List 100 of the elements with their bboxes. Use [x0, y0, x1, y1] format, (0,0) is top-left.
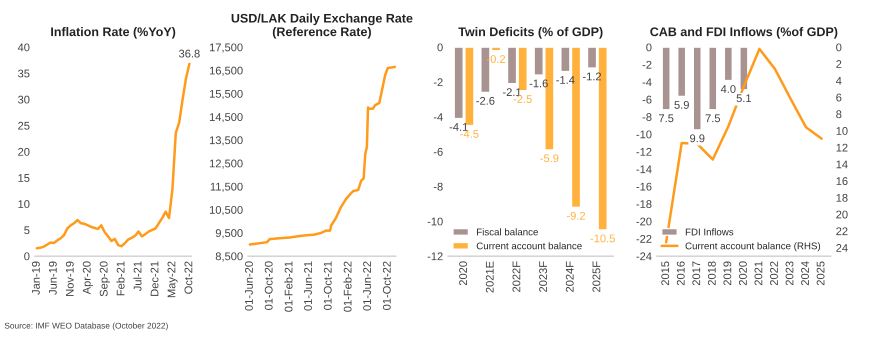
y-tick-label: 14,500 — [210, 113, 243, 122]
x-tick-label: 2023 — [786, 261, 794, 286]
data-label: -4.5 — [460, 130, 478, 138]
y-tick-label: 0 — [646, 43, 652, 52]
data-label: -10.5 — [590, 234, 615, 242]
y-tick-label: -12 — [428, 252, 443, 260]
line-series — [248, 66, 396, 246]
x-tick-label: May-22 — [168, 262, 178, 298]
x-tick-label: 2021 — [754, 262, 762, 286]
source-note: Source: IMF WEO Database (October 2022) — [4, 322, 168, 330]
chart-title: Twin Deficits (% of GDP) — [458, 27, 603, 39]
y-tick-label: -22 — [636, 234, 652, 243]
y-tick-label: 15 — [18, 174, 30, 182]
y-tick-label: 0 — [437, 43, 443, 52]
y-tick-label: 8,500 — [216, 252, 243, 262]
y-tick-label: 20 — [18, 148, 30, 156]
y2-tick-label: 24 — [836, 244, 848, 252]
y2-tick-label: 12 — [836, 144, 848, 152]
y-tick-label: 10,500 — [210, 206, 243, 216]
y-tick-label: -2 — [642, 60, 652, 69]
y-tick-label: -14 — [636, 165, 652, 174]
x-tick-label: 2025F — [592, 261, 600, 292]
y-tick-label: -10 — [636, 130, 652, 138]
bar — [662, 47, 671, 111]
x-tick-label: 01-Oct-20 — [264, 261, 273, 310]
data-label: 5.9 — [674, 100, 689, 109]
chart-title: USD/LAK Daily Exchange Rate (Reference Rate) — [232, 13, 412, 39]
data-label: -4.1 — [450, 123, 468, 131]
x-tick-label: 01-Feb-22 — [343, 262, 352, 312]
y2-tick-label: 2 — [836, 60, 842, 68]
y-tick-label: 11,500 — [210, 182, 243, 192]
y-tick-label: -8 — [434, 182, 443, 191]
y-tick-label: -10 — [428, 218, 443, 226]
x-tick-label: 2024 — [801, 261, 809, 286]
x-tick-label: Dec-21 — [150, 262, 158, 296]
y-tick-label: -18 — [636, 200, 652, 208]
y-tick-label: -4 — [434, 113, 443, 121]
x-tick-label: 01-Jun-21 — [304, 262, 312, 311]
data-label: -5.9 — [540, 154, 558, 162]
chart-title: CAB and FDI Inflows (%of GDP) — [650, 27, 838, 39]
data-label: 7.5 — [706, 114, 720, 122]
y-tick-label: 13,500 — [210, 136, 243, 146]
x-tick-label: 2020 — [738, 261, 747, 286]
x-tick-label: 2021E — [486, 261, 494, 293]
data-label: 4.0 — [720, 85, 736, 93]
y-tick-label: 0 — [24, 252, 30, 260]
x-tick-label: 2018 — [708, 261, 716, 286]
y-tick-label: 30 — [18, 96, 30, 104]
y2-tick-label: 6 — [836, 94, 842, 102]
x-tick-label: 01-Oct-22 — [382, 262, 391, 310]
y2-tick-label: 10 — [836, 127, 848, 135]
x-tick-label: Nov-19 — [66, 262, 74, 296]
data-label: 7.5 — [659, 114, 674, 122]
y-tick-label: 16,500 — [210, 66, 243, 76]
x-tick-label: 2016 — [676, 261, 685, 286]
x-tick-label: 2022 — [770, 262, 778, 286]
x-tick-label: Oct-22 — [184, 262, 192, 294]
x-tick-label: 2020 — [459, 261, 468, 286]
y-tick-label: 12,500 — [210, 160, 243, 169]
bar — [692, 47, 702, 131]
legend-label: Current account balance (RHS) — [686, 242, 820, 252]
x-tick-label: 2022F — [512, 261, 520, 292]
y-tick-label: 9,500 — [216, 229, 243, 238]
y2-tick-label: 14 — [836, 160, 848, 168]
y-tick-label: -8 — [642, 113, 652, 121]
x-tick-label: 2025 — [816, 261, 825, 286]
y-tick-label: -6 — [642, 96, 652, 104]
y-tick-label: 15,500 — [210, 90, 243, 100]
y-tick-label: -20 — [636, 218, 652, 226]
data-label: -2.5 — [514, 95, 532, 104]
y2-tick-label: 16 — [836, 177, 848, 186]
x-tick-label: Apr-20 — [82, 261, 93, 294]
data-label: -2.6 — [476, 96, 494, 105]
data-label: 9.9 — [690, 134, 704, 142]
annotation: 36.8 — [178, 50, 200, 58]
y-tick-label: 25 — [18, 122, 30, 130]
x-tick-label: Jun-19 — [48, 262, 57, 295]
x-tick-label: 2017 — [692, 262, 700, 286]
y-tick-label: 17,500 — [210, 43, 243, 53]
y2-tick-label: 4 — [836, 76, 842, 85]
y2-tick-label: 22 — [836, 227, 848, 236]
y-tick-label: 40 — [18, 43, 30, 52]
y2-tick-label: 8 — [836, 110, 842, 118]
x-tick-label: 2024F — [566, 261, 574, 292]
x-tick-label: 2015 — [661, 261, 670, 286]
y-tick-label: -2 — [434, 78, 443, 86]
data-label: -2.1 — [502, 88, 522, 96]
bar — [677, 47, 686, 98]
y-tick-label: -12 — [636, 148, 652, 156]
x-tick-label: 2023F — [539, 261, 548, 292]
y-tick-label: 5 — [24, 226, 30, 234]
data-label: 5.1 — [736, 94, 752, 102]
bar — [708, 47, 718, 111]
chart-title: Inflation Rate (%YoY) — [51, 27, 176, 39]
x-tick-label: 01-Jun-20 — [245, 261, 253, 311]
y2-tick-label: 18 — [836, 194, 848, 202]
x-tick-label: Feb-21 — [116, 262, 125, 296]
line-series — [36, 62, 191, 250]
data-label: -9.2 — [566, 212, 586, 220]
y-tick-label: 10 — [18, 200, 30, 208]
